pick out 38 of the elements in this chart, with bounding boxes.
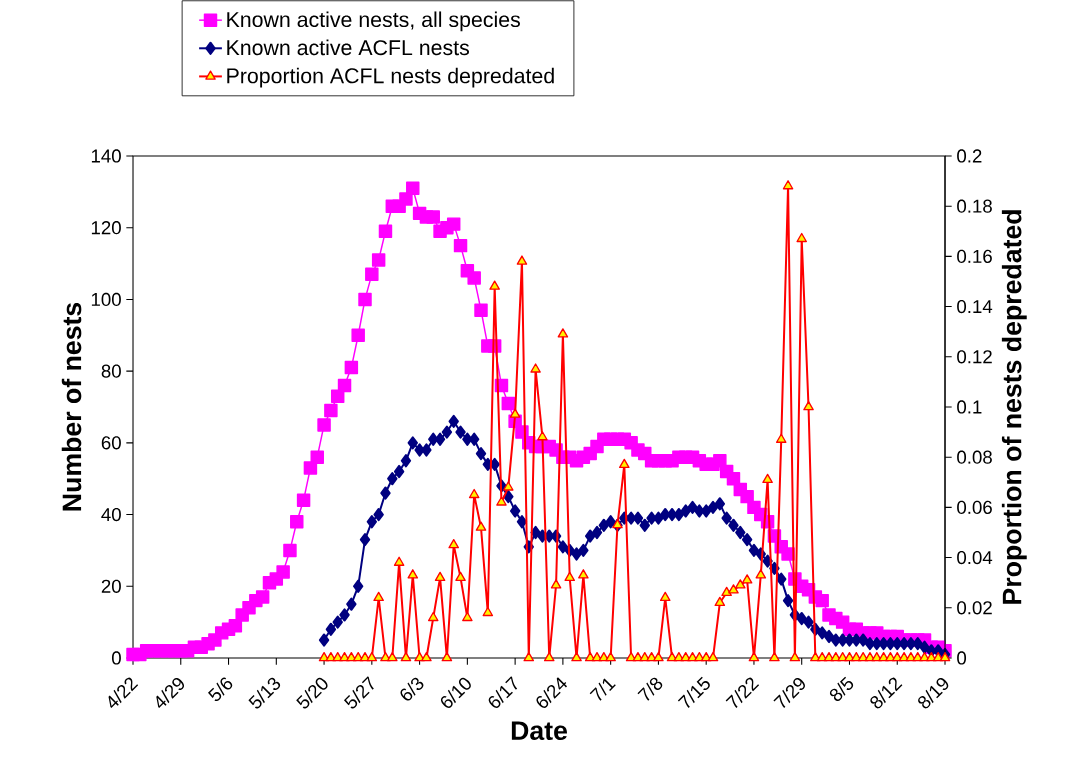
y2-tick-label: 0.02 [957,601,992,615]
y-tick-label: 80 [101,364,121,378]
x-tick-label: 6/3 [400,677,424,701]
x-tick-label: 7/8 [637,677,663,701]
x-tick-label: 7/15 [677,676,710,708]
y-tick-label: 100 [91,292,121,307]
x-tick-label: 6/24 [536,677,568,708]
y-axis-title: Number of nests [61,302,82,511]
legend-label: Proportion ACFL nests depredated [227,67,554,88]
y-tick-label: 60 [101,436,121,450]
y-tick-label: 140 [91,149,121,163]
y-tick-label: 40 [101,507,121,522]
y2-tick-label: 0 [957,651,967,665]
x-tick-label: 8/5 [829,676,854,702]
y2-tick-label: 0.04 [957,550,993,565]
x-tick-label: 4/29 [156,677,185,708]
x-tick-label: 4/22 [108,677,139,708]
x-axis-title: Date [511,721,567,741]
x-tick-label: 6/10 [440,677,471,708]
y2-tick-label: 0.18 [957,199,992,213]
x-tick-label: 8/19 [918,677,949,709]
legend-label: Known active ACFL nests [227,39,469,56]
y2-axis-title: Proportion of nests depredated [1001,210,1027,604]
y2-tick-label: 0.06 [957,500,992,514]
x-tick-label: 7/29 [773,677,805,708]
y2-tick-label: 0.08 [957,450,992,464]
y-tick-label: 0 [111,651,121,665]
x-tick-label: 7/1 [589,678,616,701]
x-tick-label: 7/22 [725,677,760,708]
y-tick-label: 120 [91,221,121,235]
y2-tick-label: 0.2 [957,149,982,163]
y2-tick-label: 0.16 [957,249,992,263]
legend-label: Known active nests, all species [227,11,520,32]
y-tick-label: 20 [101,579,121,593]
x-tick-label: 5/6 [207,677,233,702]
y2-tick-label: 0.12 [957,350,992,364]
y2-tick-label: 0.1 [957,400,982,414]
y2-tick-label: 0.14 [957,299,993,314]
